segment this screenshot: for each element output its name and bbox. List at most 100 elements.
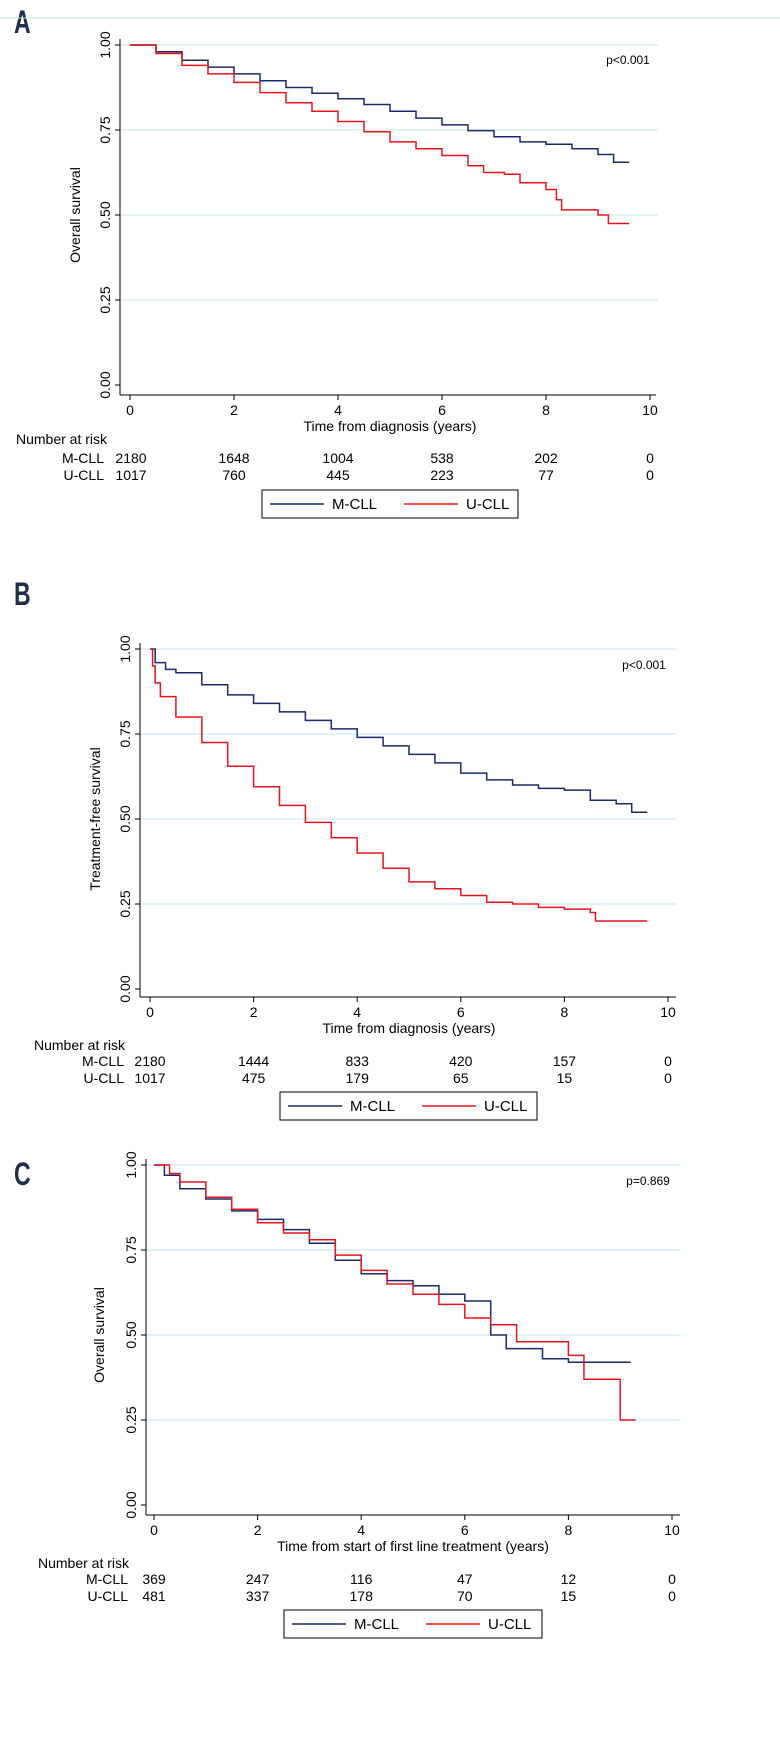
y-tick-label: 0.25	[117, 890, 133, 917]
x-tick-label: 2	[230, 402, 238, 418]
x-tick-label: 0	[150, 1522, 158, 1538]
y-tick-label: 0.00	[117, 975, 133, 1002]
y-tick-label: 0.25	[97, 286, 113, 313]
chart-group: 0.00 0.25 0.50 0.75 1.00 0 2 4 6 8 10 Overall survi…	[0, 17, 780, 519]
legend-label-u-cll: U-CLL	[484, 1098, 527, 1115]
legend-label-m-cll: M-CLL	[332, 496, 377, 513]
x-tick-label: 6	[438, 402, 446, 418]
x-tick-label: 6	[461, 1522, 469, 1538]
chart-group: 0.00 0.25 0.50 0.75 1.00 0 2 4 6 8 10 Treatment-fre…	[34, 635, 676, 1121]
x-tick-label: 4	[353, 1004, 361, 1020]
y-tick-label: 0.00	[123, 1491, 139, 1518]
risk-table-title: Number at risk	[16, 431, 108, 447]
panel-letter: A	[14, 4, 31, 40]
y-tick-label: 0.75	[123, 1236, 139, 1263]
risk-value: 178	[350, 1588, 374, 1604]
risk-value: 0	[646, 467, 654, 483]
risk-value: 77	[538, 467, 554, 483]
y-tick-label: 0.75	[117, 720, 133, 747]
risk-value: 0	[646, 450, 654, 466]
legend-label-u-cll: U-CLL	[488, 1616, 531, 1633]
chart-svg: 0.00 0.25 0.50 0.75 1.00 0 2 4 6 8 10 Overall survi…	[38, 1151, 680, 1639]
risk-value: 0	[664, 1053, 672, 1069]
x-tick-label: 8	[542, 402, 550, 418]
risk-row-label: U-CLL	[64, 467, 105, 483]
y-tick-label: 0.50	[123, 1321, 139, 1348]
risk-value: 0	[664, 1070, 672, 1086]
x-tick-label: 10	[664, 1522, 680, 1538]
risk-value: 157	[553, 1053, 577, 1069]
risk-value: 1004	[322, 450, 353, 466]
risk-value: 1017	[115, 467, 146, 483]
x-axis-title: Time from diagnosis (years)	[304, 418, 477, 434]
risk-value: 475	[242, 1070, 266, 1086]
x-tick-label: 4	[357, 1522, 365, 1538]
risk-row-label: M-CLL	[82, 1053, 124, 1069]
risk-value: 1017	[134, 1070, 165, 1086]
risk-value: 223	[430, 467, 454, 483]
x-tick-label: 8	[561, 1004, 569, 1020]
y-axis-title: Treatment-free survival	[87, 747, 103, 890]
risk-row-label: U-CLL	[84, 1070, 125, 1086]
risk-table-title: Number at risk	[38, 1555, 130, 1571]
x-tick-label: 2	[250, 1004, 258, 1020]
y-tick-label: 1.00	[97, 31, 113, 58]
series-line-m-cll	[150, 648, 648, 813]
series-line-m-cll	[154, 1164, 631, 1363]
y-tick-label: 0.50	[97, 201, 113, 228]
risk-value: 760	[222, 467, 246, 483]
panel-letter: B	[14, 576, 31, 612]
y-tick-label: 0.00	[97, 371, 113, 398]
risk-value: 2180	[134, 1053, 165, 1069]
risk-value: 0	[668, 1588, 676, 1604]
series-line-u-cll	[150, 648, 648, 922]
panel-c: C 0.00 0.25 0.50 0.75 1.00 0 2 4 6 8 10 Overall sur…	[0, 1151, 780, 1744]
x-tick-label: 8	[565, 1522, 573, 1538]
series-line-u-cll	[154, 1164, 636, 1421]
panel-a: A 0.00 0.25 0.50 0.75 1.00 0 2 4 6 8 10 Overall sur…	[0, 0, 780, 580]
risk-value: 247	[246, 1571, 270, 1587]
y-tick-label: 0.50	[117, 805, 133, 832]
y-tick-label: 0.25	[123, 1406, 139, 1433]
legend-label-m-cll: M-CLL	[354, 1616, 399, 1633]
risk-table-title: Number at risk	[34, 1037, 126, 1053]
y-tick-label: 1.00	[117, 635, 133, 662]
chart-group: 0.00 0.25 0.50 0.75 1.00 0 2 4 6 8 10 Overall survi…	[38, 1151, 680, 1639]
risk-value: 833	[346, 1053, 370, 1069]
legend-label-m-cll: M-CLL	[350, 1098, 395, 1115]
panel-letter: C	[14, 1156, 31, 1192]
p-value: p<0.001	[622, 658, 666, 672]
x-axis-title: Time from diagnosis (years)	[323, 1020, 496, 1036]
x-tick-label: 0	[146, 1004, 154, 1020]
risk-row-label: M-CLL	[86, 1571, 128, 1587]
risk-row-label: U-CLL	[88, 1588, 129, 1604]
chart-svg: 0.00 0.25 0.50 0.75 1.00 0 2 4 6 8 10 Overall survi…	[0, 17, 780, 519]
x-tick-label: 4	[334, 402, 342, 418]
risk-value: 445	[326, 467, 350, 483]
x-tick-label: 2	[254, 1522, 262, 1538]
risk-value: 337	[246, 1588, 270, 1604]
series-line-m-cll	[130, 44, 630, 164]
risk-value: 1648	[218, 450, 249, 466]
x-tick-label: 10	[642, 402, 658, 418]
y-tick-label: 1.00	[123, 1151, 139, 1178]
risk-value: 420	[449, 1053, 473, 1069]
risk-value: 47	[457, 1571, 473, 1587]
risk-value: 15	[561, 1588, 577, 1604]
risk-value: 65	[453, 1070, 469, 1086]
risk-value: 12	[561, 1571, 577, 1587]
series-line-u-cll	[130, 44, 630, 225]
risk-row-label: M-CLL	[62, 450, 104, 466]
risk-value: 369	[142, 1571, 166, 1587]
panel-b: B 0.00 0.25 0.50 0.75 1.00 0 2 4 6 8 10 Treatment-f…	[0, 576, 780, 1160]
x-tick-label: 0	[126, 402, 134, 418]
risk-value: 2180	[115, 450, 146, 466]
y-axis-title: Overall survival	[67, 167, 83, 263]
x-axis-title: Time from start of first line treatment …	[277, 1538, 549, 1554]
risk-value: 179	[346, 1070, 370, 1086]
risk-value: 1444	[238, 1053, 269, 1069]
risk-value: 202	[534, 450, 558, 466]
risk-value: 70	[457, 1588, 473, 1604]
risk-value: 0	[668, 1571, 676, 1587]
y-tick-label: 0.75	[97, 116, 113, 143]
